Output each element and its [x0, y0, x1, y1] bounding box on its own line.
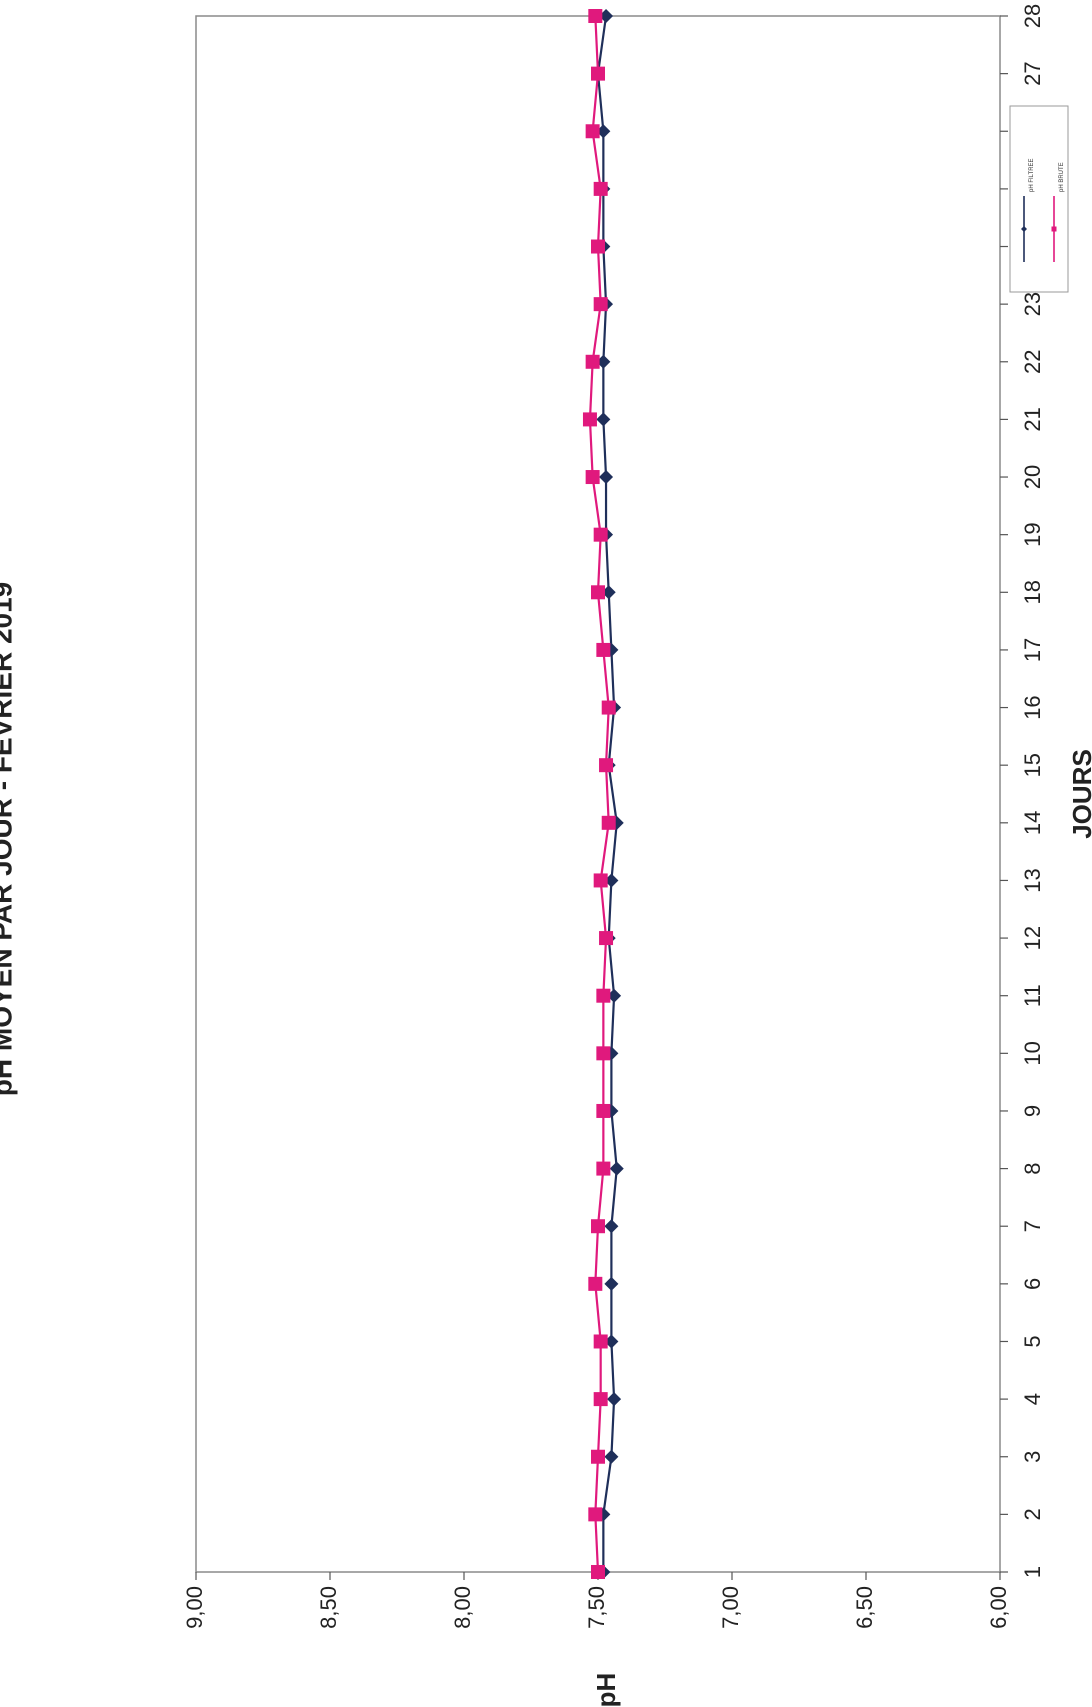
- y-tick-label: 7,50: [584, 1586, 609, 1629]
- y-tick-label: 8,50: [316, 1586, 341, 1629]
- data-point-diamond: [604, 873, 619, 888]
- data-point-square: [593, 181, 608, 196]
- data-point-square: [588, 9, 603, 23]
- data-point-square: [585, 124, 600, 139]
- x-tick-label: 8: [1020, 1162, 1045, 1174]
- y-axis-title: pH: [591, 1673, 621, 1707]
- legend-marker: [1021, 226, 1027, 232]
- series-line: [596, 15, 618, 1572]
- legend-marker: [1051, 226, 1057, 232]
- data-point-square: [596, 988, 611, 1003]
- data-point-square: [591, 1565, 605, 1579]
- data-point-diamond: [596, 354, 611, 369]
- data-point-square: [601, 700, 616, 715]
- x-tick-label: 12: [1020, 926, 1045, 950]
- x-tick-label: 19: [1020, 522, 1045, 546]
- data-point-square: [585, 470, 600, 485]
- x-tick-label: 23: [1020, 292, 1045, 316]
- data-point-square: [591, 1449, 605, 1464]
- x-tick-label: 13: [1020, 868, 1045, 892]
- data-point-square: [599, 931, 614, 946]
- data-point-diamond: [604, 1219, 619, 1234]
- data-point-square: [588, 1507, 603, 1522]
- data-point-diamond: [596, 124, 611, 139]
- data-point-square: [593, 527, 608, 542]
- legend: pH FILTREE pH BRUTE: [1009, 105, 1069, 293]
- data-point-square: [585, 354, 600, 369]
- data-point-diamond: [596, 412, 611, 427]
- x-axis-title: JOURS: [1067, 749, 1092, 839]
- data-point-square: [591, 66, 605, 81]
- y-tick-label: 7,00: [718, 1586, 743, 1629]
- data-point-square: [593, 873, 608, 888]
- x-tick-label: 6: [1020, 1278, 1045, 1290]
- data-point-diamond: [604, 1276, 619, 1291]
- data-point-square: [588, 1276, 603, 1291]
- series-line: [588, 15, 610, 1573]
- x-tick-label: 7: [1020, 1220, 1045, 1232]
- data-point-square: [601, 815, 616, 830]
- series-layer: [582, 9, 624, 1579]
- data-point-square: [591, 1219, 605, 1234]
- series-brute: [582, 9, 616, 1579]
- x-tick-label: 4: [1020, 1393, 1045, 1405]
- x-tick-label: 28: [1020, 4, 1045, 28]
- data-point-diamond: [604, 1334, 619, 1349]
- y-tick-label: 8,00: [450, 1586, 475, 1629]
- data-point-diamond: [601, 585, 616, 600]
- data-point-square: [591, 239, 605, 254]
- data-point-diamond: [607, 988, 622, 1003]
- y-tick-label: 9,00: [182, 1586, 207, 1629]
- data-point-square: [596, 1046, 611, 1061]
- x-tick-label: 3: [1020, 1451, 1045, 1463]
- x-tick-label: 27: [1020, 61, 1045, 85]
- x-tick-label: 15: [1020, 753, 1045, 777]
- x-tick-label: 5: [1020, 1335, 1045, 1347]
- x-tick-label: 18: [1020, 580, 1045, 604]
- x-tick-label: 14: [1020, 811, 1045, 835]
- legend-label: pH BRUTE: [1059, 162, 1065, 192]
- data-point-square: [596, 642, 611, 657]
- data-point-square: [593, 1334, 608, 1349]
- data-point-diamond: [599, 470, 614, 485]
- x-tick-label: 21: [1020, 407, 1045, 431]
- legend-items: pH FILTREE pH BRUTE: [1021, 158, 1065, 262]
- y-tick-label: 6,00: [986, 1586, 1011, 1629]
- chart-title: pH MOYEN PAR JOUR - FEVRIER 2019: [0, 582, 17, 1096]
- data-point-diamond: [604, 1449, 619, 1464]
- data-point-diamond: [599, 9, 614, 23]
- x-tick-label: 2: [1020, 1508, 1045, 1520]
- tick-layer: 9,00 8,50 8,00 7,50 7,00 6,50 6,00123456789101…: [182, 4, 1045, 1629]
- y-tick-label: 6,50: [852, 1586, 877, 1629]
- legend-label: pH FILTREE: [1029, 158, 1035, 192]
- x-tick-label: 20: [1020, 465, 1045, 489]
- data-point-square: [596, 1161, 611, 1176]
- data-point-square: [593, 1392, 608, 1407]
- data-point-diamond: [609, 1161, 624, 1176]
- x-tick-label: 9: [1020, 1105, 1045, 1117]
- series-filtree: [591, 9, 624, 1579]
- data-point-square: [591, 585, 605, 600]
- x-tick-label: 22: [1020, 350, 1045, 374]
- x-tick-label: 16: [1020, 695, 1045, 719]
- x-tick-label: 10: [1020, 1041, 1045, 1065]
- data-point-square: [596, 1103, 611, 1118]
- x-tick-label: 1: [1020, 1566, 1045, 1578]
- x-tick-label: 17: [1020, 638, 1045, 662]
- legend-box: [1009, 105, 1069, 293]
- data-point-square: [582, 412, 597, 427]
- data-point-square: [593, 297, 608, 312]
- data-point-diamond: [607, 1392, 622, 1407]
- data-point-square: [599, 758, 614, 773]
- x-tick-label: 11: [1020, 984, 1045, 1007]
